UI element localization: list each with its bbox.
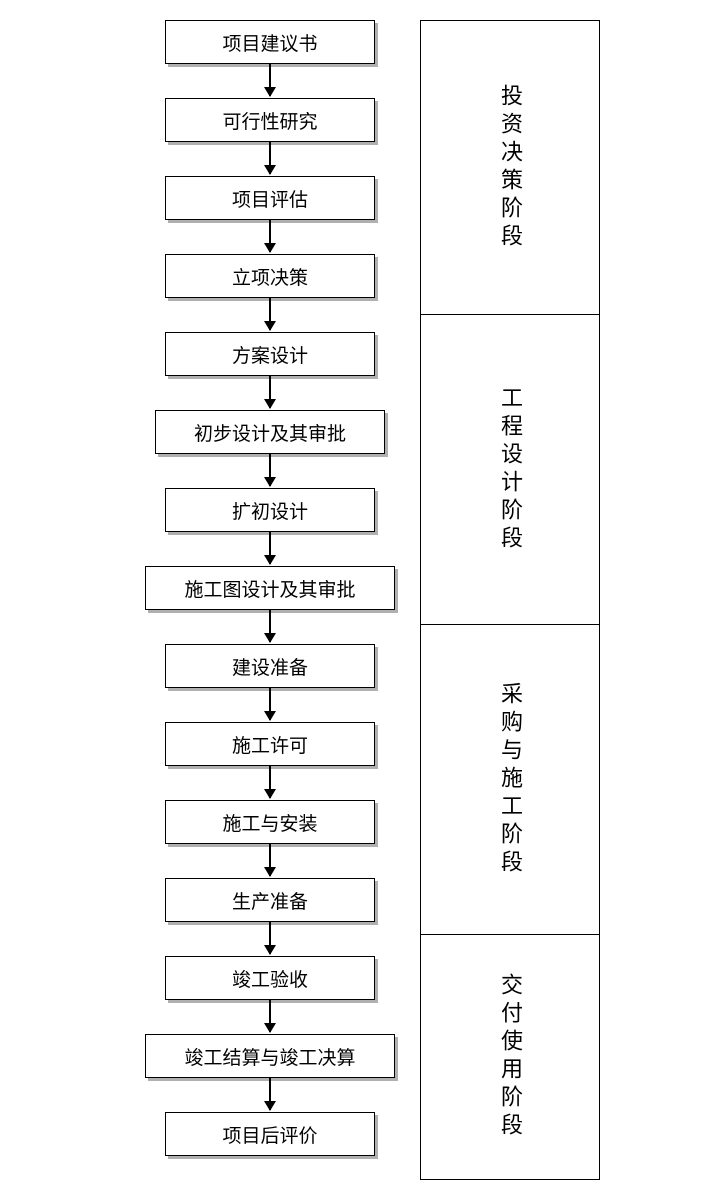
- flow-node-11: 施工与安装: [165, 800, 375, 844]
- flow-node-7: 扩初设计: [165, 488, 375, 532]
- arrow-9: [269, 688, 271, 720]
- phase-1: 投资决策阶段: [420, 20, 600, 315]
- phase-2: 工程设计阶段: [420, 315, 600, 625]
- arrow-1: [269, 64, 271, 96]
- arrow-6: [269, 454, 271, 486]
- flow-node-1: 项目建议书: [165, 20, 375, 64]
- flow-node-4: 立项决策: [165, 254, 375, 298]
- arrow-10: [269, 766, 271, 798]
- flow-node-6: 初步设计及其审批: [155, 410, 385, 454]
- flow-node-9: 建设准备: [165, 644, 375, 688]
- phase-3: 采购与施工阶段: [420, 625, 600, 935]
- phase-4: 交付使用阶段: [420, 935, 600, 1180]
- flow-node-8: 施工图设计及其审批: [145, 566, 395, 610]
- arrow-5: [269, 376, 271, 408]
- flow-node-3: 项目评估: [165, 176, 375, 220]
- flowchart-container: 项目建议书可行性研究项目评估立项决策方案设计初步设计及其审批扩初设计施工图设计及…: [120, 20, 600, 1180]
- flow-node-14: 竣工结算与竣工决算: [145, 1034, 395, 1078]
- arrow-7: [269, 532, 271, 564]
- flow-node-13: 竣工验收: [165, 956, 375, 1000]
- flow-node-12: 生产准备: [165, 878, 375, 922]
- arrow-12: [269, 922, 271, 954]
- flow-node-2: 可行性研究: [165, 98, 375, 142]
- arrow-13: [269, 1000, 271, 1032]
- arrow-3: [269, 220, 271, 252]
- arrow-2: [269, 142, 271, 174]
- flow-node-15: 项目后评价: [165, 1112, 375, 1156]
- flow-node-10: 施工许可: [165, 722, 375, 766]
- arrow-11: [269, 844, 271, 876]
- arrow-4: [269, 298, 271, 330]
- arrow-14: [269, 1078, 271, 1110]
- flow-column: 项目建议书可行性研究项目评估立项决策方案设计初步设计及其审批扩初设计施工图设计及…: [120, 20, 420, 1180]
- flow-node-5: 方案设计: [165, 332, 375, 376]
- arrow-8: [269, 610, 271, 642]
- phase-column: 投资决策阶段工程设计阶段采购与施工阶段交付使用阶段: [420, 20, 600, 1180]
